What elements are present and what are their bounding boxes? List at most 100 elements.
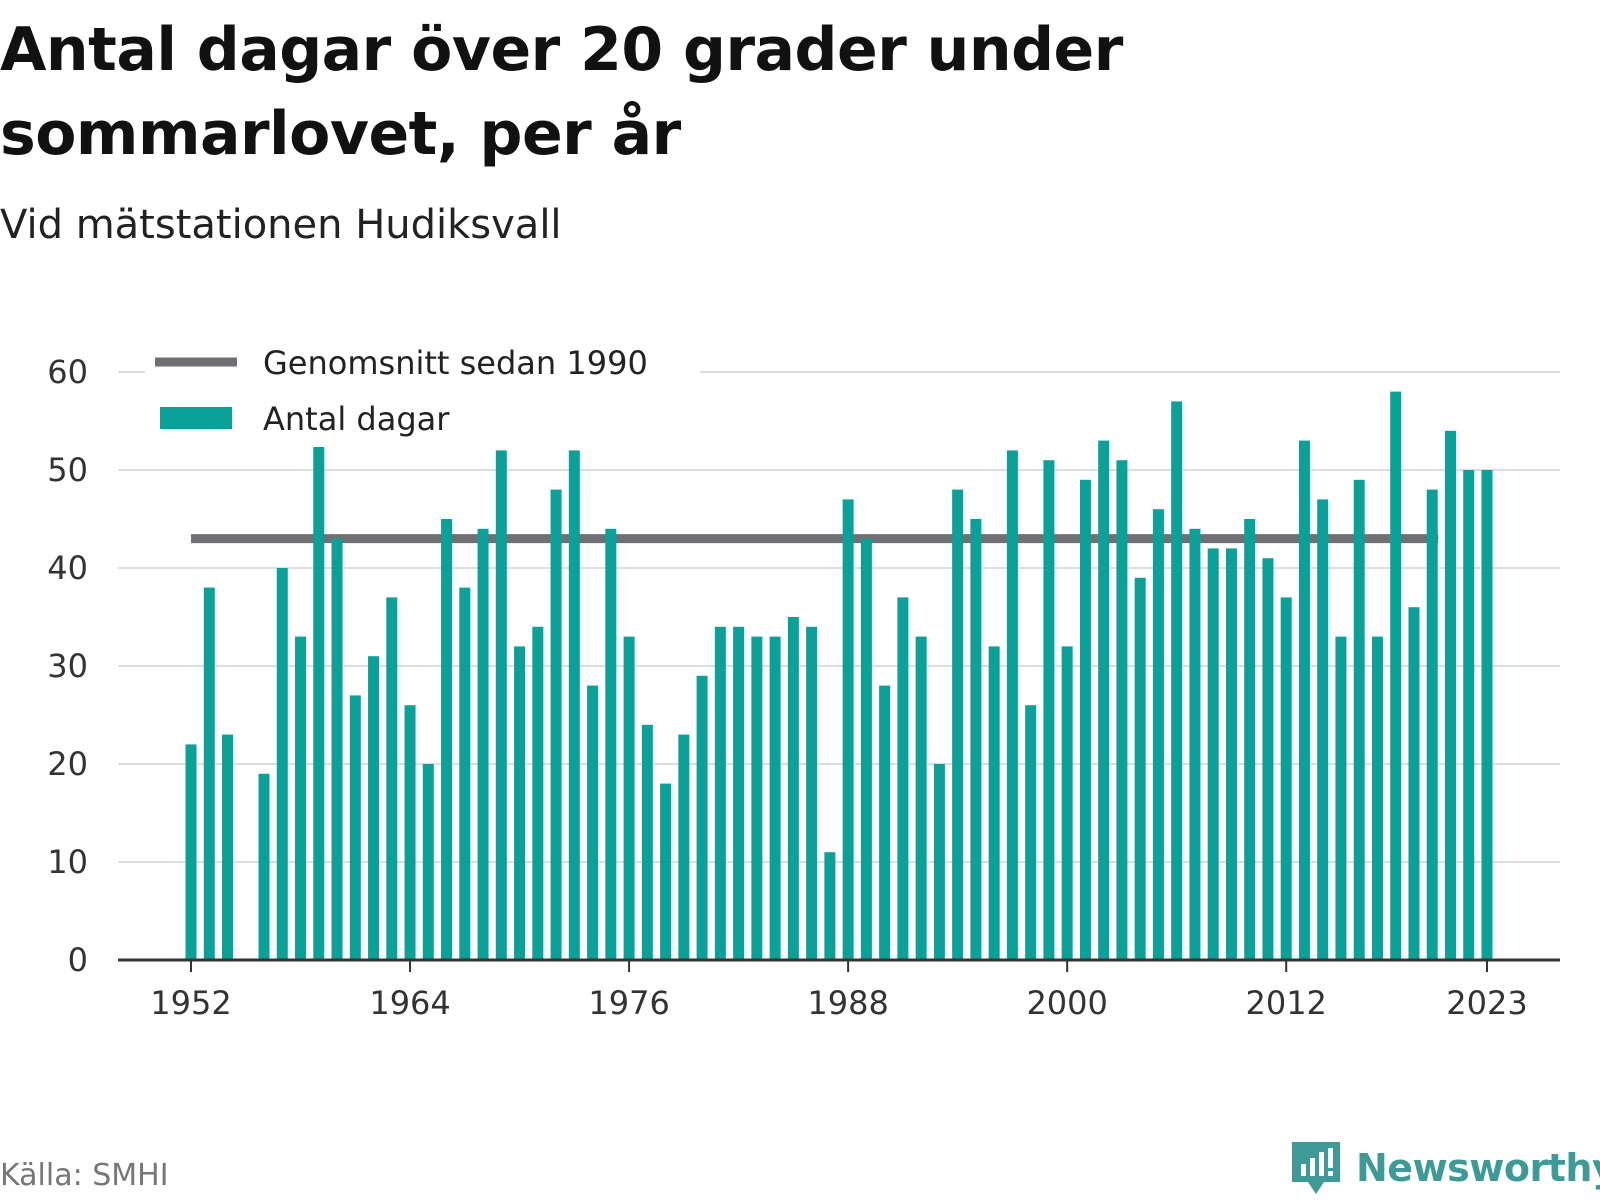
bar [1025,705,1037,960]
bar [422,764,434,960]
y-tick-label: 0 [68,941,88,979]
bar [842,499,854,960]
y-tick-label: 40 [47,549,88,587]
bar [568,450,580,960]
bar [185,744,197,960]
bar [532,626,544,960]
bar [1006,450,1018,960]
bar [1225,548,1237,960]
x-tick-label: 1952 [150,984,231,1022]
bar [824,852,836,960]
bar [1426,489,1438,960]
bar [222,734,234,960]
bar [386,597,398,960]
bar [751,636,763,960]
bar [1098,440,1110,961]
bar [1335,636,1347,960]
y-tick-label: 60 [47,353,88,391]
y-tick-label: 30 [47,647,88,685]
bar [295,636,307,960]
bar [349,695,361,960]
bar [860,538,872,960]
bar [1298,440,1310,961]
bar [806,626,818,960]
bar [933,764,945,960]
y-tick-label: 50 [47,451,88,489]
bar [1408,607,1420,960]
bar [1134,577,1146,960]
bar [660,783,672,960]
bar [331,538,343,960]
bar [1043,460,1055,960]
bar [1262,558,1274,960]
bar [678,734,690,960]
source-note: Källa: SMHI [0,1158,169,1193]
legend-label-bars: Antal dagar [263,400,450,438]
bar [988,646,1000,960]
bar [1061,646,1073,960]
bar [459,587,471,960]
bar [1244,519,1256,960]
bar [495,450,507,960]
bar [1079,479,1091,960]
bar [1444,430,1456,960]
x-tick-label: 2012 [1245,984,1326,1022]
bar [1371,636,1383,960]
y-tick-label: 10 [47,843,88,881]
x-tick-label: 1976 [588,984,669,1022]
x-tick-label: 2023 [1446,984,1527,1022]
legend-swatch-bars [160,407,232,429]
bar [1116,460,1128,960]
bar [477,528,489,960]
bar [623,636,635,960]
bar [733,626,745,960]
legend-background [145,337,700,447]
bar [952,489,964,960]
legend-label-average: Genomsnitt sedan 1990 [263,344,648,382]
bar [1353,479,1365,960]
bar [404,705,416,960]
bar [276,568,288,960]
bar [1317,499,1329,960]
legend: Genomsnitt sedan 1990 Antal dagar [145,337,700,447]
bar [696,675,708,960]
bar [915,636,927,960]
bar [787,617,799,960]
bar [368,656,380,960]
chart-subtitle: Vid mätstationen Hudiksvall [0,202,562,248]
bar [258,773,270,960]
chart-title: Antal dagar över 20 grader under sommarl… [0,15,1123,169]
y-tick-label: 20 [47,745,88,783]
brand-name: Newsworthy [1356,1146,1600,1190]
bar [897,597,909,960]
newsworthy-logo-icon [1292,1142,1340,1194]
bar [441,519,453,960]
brand-logo-block: Newsworthy [1290,1140,1600,1196]
bar [1189,528,1201,960]
bar [1390,391,1402,961]
bars-layer [185,391,1493,961]
x-axis: 1952 1964 1976 1988 2000 2012 2023 [118,958,1560,1022]
bar [514,646,526,960]
bar [550,489,562,960]
bar [1171,401,1183,960]
x-tick-label: 1964 [369,984,450,1022]
bar [641,724,653,960]
bar [1152,509,1164,960]
bar [313,421,325,960]
bar [605,528,617,960]
y-axis-ticks: 0 10 20 30 40 50 60 [47,353,88,979]
bar [714,626,726,960]
bar [587,685,599,960]
bar [1481,470,1493,960]
bar [879,685,891,960]
bar [769,636,781,960]
bar [203,587,215,960]
x-tick-label: 2000 [1026,984,1107,1022]
bar [1463,470,1475,960]
x-tick-label: 1988 [807,984,888,1022]
bar [970,519,982,960]
bar [1280,597,1292,960]
bar [1207,548,1219,960]
